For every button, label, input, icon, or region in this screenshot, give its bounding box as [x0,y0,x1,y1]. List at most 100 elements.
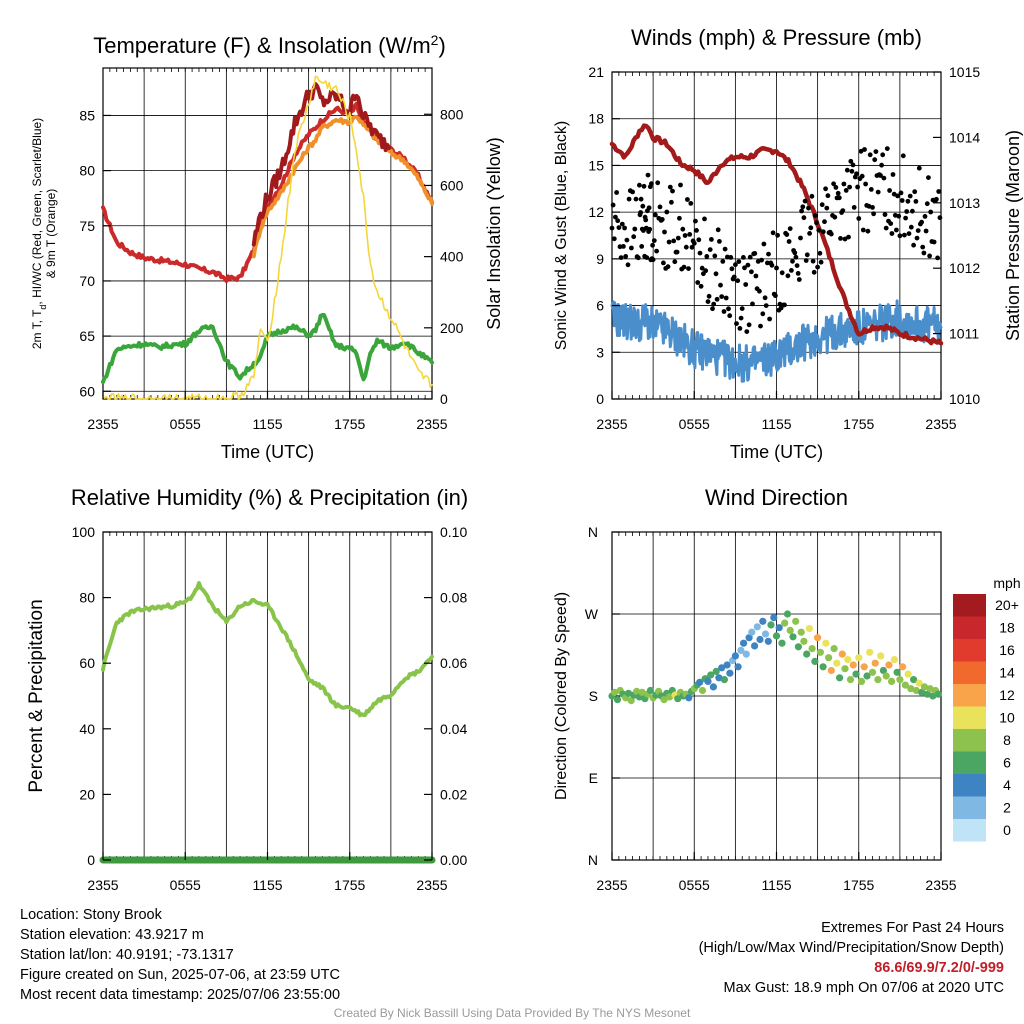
panel-2-y-tick-label: 9 [596,251,604,267]
wind-direction-point [849,661,857,669]
gust-point [610,202,616,208]
gust-point [832,214,838,220]
gust-point [625,262,631,268]
gust-point [736,259,742,264]
gust-point [884,146,890,152]
panel-3-y2-tick-label: 0.02 [440,786,467,802]
wind-direction-point [715,674,723,682]
gust-point [752,251,758,256]
gust-point [709,237,714,242]
wind-direction-point [877,652,885,660]
gust-point [696,237,702,243]
panel-1-x-tick-label: 0555 [170,416,201,432]
gust-point [911,242,916,248]
gust-point [786,239,792,244]
panel-1-y-tick-label: 85 [79,107,95,123]
panel-2-y-tick-label: 18 [588,111,604,127]
wind-direction-point [753,623,761,631]
gust-point [815,264,820,270]
gust-point [650,242,655,248]
gust-point [802,198,808,204]
gust-point [936,189,942,194]
gust-point [626,196,632,202]
wind-direction-point [792,617,800,625]
gust-point [831,181,836,187]
wind-direction-point [814,634,822,642]
gust-point [622,225,627,231]
gust-point [920,244,926,250]
wind-direction-point [844,656,852,664]
gust-point [847,184,852,190]
gust-point [657,204,663,210]
gust-point [664,209,670,215]
wind-direction-point [841,665,849,673]
gust-point [715,227,721,233]
gust-point [894,227,899,233]
gust-point [759,257,764,263]
panel-1-y-tick-label: 75 [79,218,95,234]
gust-point [870,205,875,210]
panel-3-x-tick-label: 1755 [334,877,365,893]
gust-point [843,188,849,193]
wind-direction-point [923,690,931,698]
gust-point [867,152,873,158]
gust-point [640,203,646,209]
gust-point [879,162,884,168]
colorbar-label: 16 [999,642,1015,658]
gust-point [633,196,639,202]
wind-direction-point [723,661,731,669]
gust-point [705,299,711,304]
gust-point [713,271,719,277]
wind-direction-point [879,666,888,675]
winds-x-axis-label: Time (UTC) [730,442,823,462]
gust-point [731,274,737,280]
gust-point [635,255,641,261]
gust-point [927,253,932,259]
gust-point [639,244,645,249]
gust-point [910,208,915,214]
gust-point [741,255,746,260]
gust-point [779,270,785,276]
gust-point [654,248,659,254]
panel-2-y-tick-label: 6 [596,298,604,314]
wind-direction-point [786,626,794,635]
gust-point [706,293,712,299]
wind-direction-point [627,697,635,705]
gust-point [746,322,752,328]
wind-direction-point [822,639,830,647]
wind-direction-point [871,659,879,667]
gust-point [761,241,767,247]
wind-direction-point [899,663,907,671]
gust-point [726,306,731,312]
gust-point [651,238,657,244]
dir-y-tick-label: N [588,852,598,868]
wind-direction-point [825,654,833,662]
gust-point [680,226,686,232]
panel-3-x-tick-label: 2355 [416,877,447,893]
gust-point [655,180,661,186]
wind-direction-point [885,661,893,669]
gust-point [729,266,735,272]
gust-point [824,205,830,211]
gust-point [611,236,617,242]
wind-direction-point [751,642,759,650]
panel-3-y-tick-label: 60 [79,655,95,671]
panel-3-y2-tick-label: 0.08 [440,590,467,606]
gust-point [644,255,650,260]
panel-3-y2-tick-label: 0.06 [440,655,467,671]
gust-point [935,255,940,261]
wind-direction-point [833,659,841,667]
panel-3-x-tick-label: 1155 [252,877,282,893]
wind-direction-point [767,621,775,629]
gust-point [698,283,704,289]
gust-point [686,266,691,271]
gust-point [782,302,787,308]
gust-point [683,244,689,250]
gust-point [687,232,693,237]
wind-direction-point [720,676,729,684]
gust-point [621,244,626,249]
wind-direction-point [704,677,712,686]
gust-point [819,202,825,208]
colorbar-swatch [953,774,986,797]
panel-3-y2-tick-label: 0.04 [440,721,467,737]
